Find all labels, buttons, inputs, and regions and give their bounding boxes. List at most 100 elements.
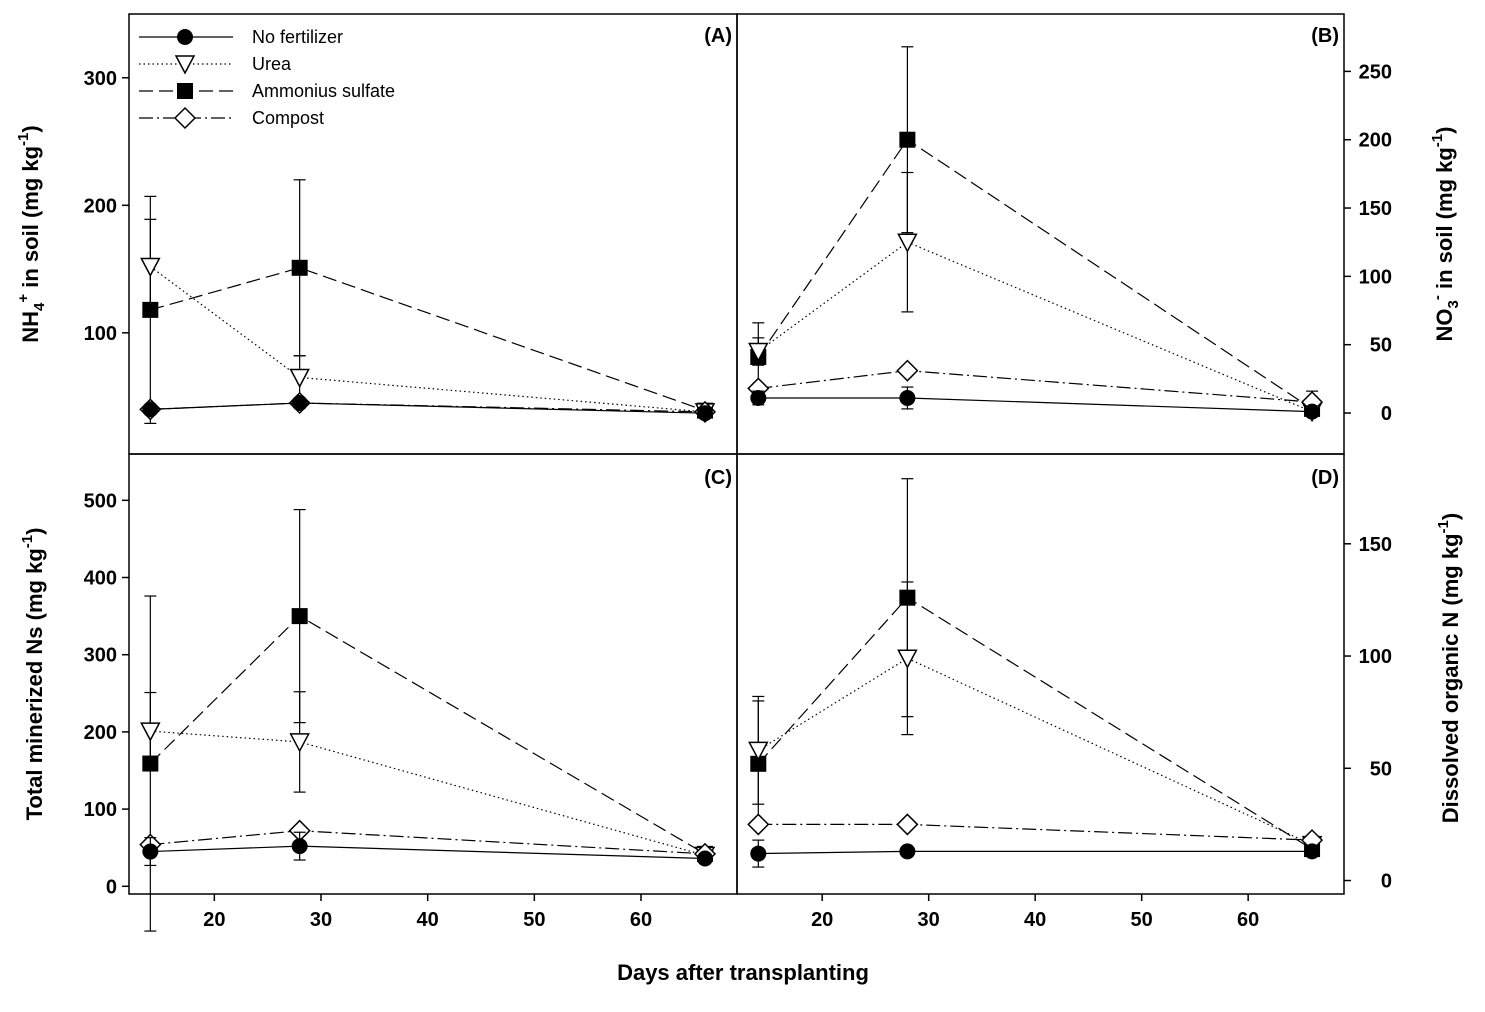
y-tick-label-c-200: 200 [84, 722, 117, 744]
axes-layer: 1002003000501001502002500100200300400500… [84, 61, 1392, 931]
data-point-c-ammonius-sulfate-1 [291, 608, 308, 625]
series-c-compost [139, 819, 717, 865]
panel-c-frame [128, 453, 738, 895]
series-a-urea [140, 218, 716, 423]
y-tick-label-b-200: 200 [1359, 130, 1392, 152]
series-line-b-urea [757, 241, 1313, 413]
data-point-b-no-fertilizer-2 [1304, 403, 1321, 420]
data-point-a-no-fertilizer-0 [142, 401, 159, 418]
y-tick-label-a-100: 100 [84, 323, 117, 345]
y-tick-label-c-0: 0 [106, 876, 117, 898]
legend-label-no-fertilizer: No fertilizer [252, 27, 343, 47]
legend-marker-diamond [173, 106, 197, 130]
x-tick-label-d-50: 50 [1131, 909, 1153, 931]
y-tick-label-d-150: 150 [1359, 534, 1392, 556]
y-tick-label-d-50: 50 [1370, 758, 1392, 780]
series-b-no-fertilizer [750, 386, 1321, 420]
series-line-c-ammonius-sulfate [149, 615, 706, 855]
legend-label-urea: Urea [252, 54, 292, 74]
y-tick-label-b-50: 50 [1370, 335, 1392, 357]
y-tick-label-c-500: 500 [84, 490, 117, 512]
x-tick-label-d-40: 40 [1024, 909, 1046, 931]
data-point-a-no-fertilizer-1 [291, 394, 308, 411]
x-tick-label-d-60: 60 [1237, 909, 1259, 931]
y-tick-label-d-100: 100 [1359, 646, 1392, 668]
data-point-b-urea-0 [748, 342, 769, 363]
series-b-ammonius-sulfate [750, 46, 1321, 417]
legend-entry-no-fertilizer: No fertilizer [139, 27, 343, 47]
x-tick-label-d-20: 20 [811, 909, 833, 931]
panel-d-frame [736, 453, 1345, 895]
data-point-c-urea-1 [289, 733, 310, 753]
y-tick-label-b-100: 100 [1359, 266, 1392, 288]
y-axis-title-d: Dissolved organic N (mg kg-1) [1435, 513, 1463, 823]
data-point-a-urea-0 [140, 257, 161, 278]
legend-entry-urea: Urea [139, 54, 292, 75]
y-tick-label-d-0: 0 [1381, 871, 1392, 893]
panel-label-a: (A) [704, 25, 732, 47]
series-d-compost [747, 813, 1324, 852]
series-a-no-fertilizer [142, 394, 713, 422]
series-d-ammonius-sulfate [750, 478, 1321, 858]
series-c-no-fertilizer [142, 831, 713, 867]
x-tick-label-c-20: 20 [203, 909, 225, 931]
series-line-b-no-fertilizer [758, 397, 1313, 413]
series-line-c-no-fertilizer [150, 845, 706, 860]
panel-a-frame [128, 13, 738, 455]
panel-label-b: (B) [1311, 25, 1339, 47]
panel-label-c: (C) [704, 467, 732, 489]
data-point-d-no-fertilizer-1 [899, 843, 916, 860]
y-axis-title-a: NH4+ in soil (mg kg-1) [15, 125, 48, 342]
series-line-b-compost [758, 370, 1313, 403]
y-tick-label-b-250: 250 [1359, 61, 1392, 83]
y-tick-label-b-0: 0 [1381, 403, 1392, 425]
data-point-d-no-fertilizer-2 [1304, 843, 1321, 860]
series-line-b-ammonius-sulfate [757, 138, 1313, 410]
series-d-no-fertilizer [750, 839, 1321, 868]
legend-entry-compost: Compost [139, 106, 324, 130]
series-a-compost [139, 391, 717, 423]
data-point-b-compost-1 [896, 359, 919, 382]
x-tick-label-c-50: 50 [523, 909, 545, 931]
series-line-a-ammonius-sulfate [150, 267, 706, 412]
series-c-ammonius-sulfate [142, 508, 713, 932]
data-point-d-urea-0 [748, 741, 769, 761]
series-d-urea [748, 581, 1323, 856]
y-tick-label-a-300: 300 [84, 68, 117, 90]
series-b-urea [748, 171, 1323, 423]
series-a-ammonius-sulfate [142, 179, 713, 424]
data-point-b-ammonius-sulfate-1 [899, 131, 916, 148]
y-tick-label-c-300: 300 [84, 645, 117, 667]
legend-marker-circle [177, 29, 193, 45]
data-point-a-urea-1 [289, 368, 310, 389]
series-c-urea [140, 691, 716, 867]
x-axis-title: Days after transplanting [617, 960, 869, 985]
data-point-c-no-fertilizer-0 [142, 843, 159, 860]
plot-layer [139, 46, 1324, 932]
data-point-d-compost-1 [896, 813, 919, 836]
series-line-d-compost [758, 823, 1313, 841]
legend-entry-ammonius-sulfate: Ammonius sulfate [139, 81, 395, 101]
data-point-c-no-fertilizer-1 [291, 838, 308, 855]
y-axis-title-b: NO3- in soil (mg kg-1) [1429, 127, 1462, 342]
panel-b-frame [736, 13, 1345, 455]
y-tick-label-c-100: 100 [84, 799, 117, 821]
series-line-a-urea [149, 266, 706, 413]
series-line-d-urea [757, 657, 1313, 846]
data-point-b-no-fertilizer-1 [899, 389, 916, 406]
data-point-a-ammonius-sulfate-1 [291, 259, 308, 276]
legend-marker-triangle [174, 55, 196, 75]
y-tick-label-b-150: 150 [1359, 198, 1392, 220]
data-point-b-no-fertilizer-0 [750, 389, 767, 406]
x-tick-label-c-60: 60 [630, 909, 652, 931]
legend-label-compost: Compost [252, 108, 324, 128]
data-point-a-no-fertilizer-2 [697, 405, 713, 422]
panel-label-d: (D) [1311, 467, 1339, 489]
legend-marker-square [177, 83, 193, 99]
series-b-compost [747, 359, 1324, 414]
data-point-d-no-fertilizer-0 [750, 845, 767, 862]
y-tick-label-a-200: 200 [84, 195, 117, 217]
data-point-d-compost-0 [747, 813, 770, 836]
x-tick-label-d-30: 30 [918, 909, 940, 931]
